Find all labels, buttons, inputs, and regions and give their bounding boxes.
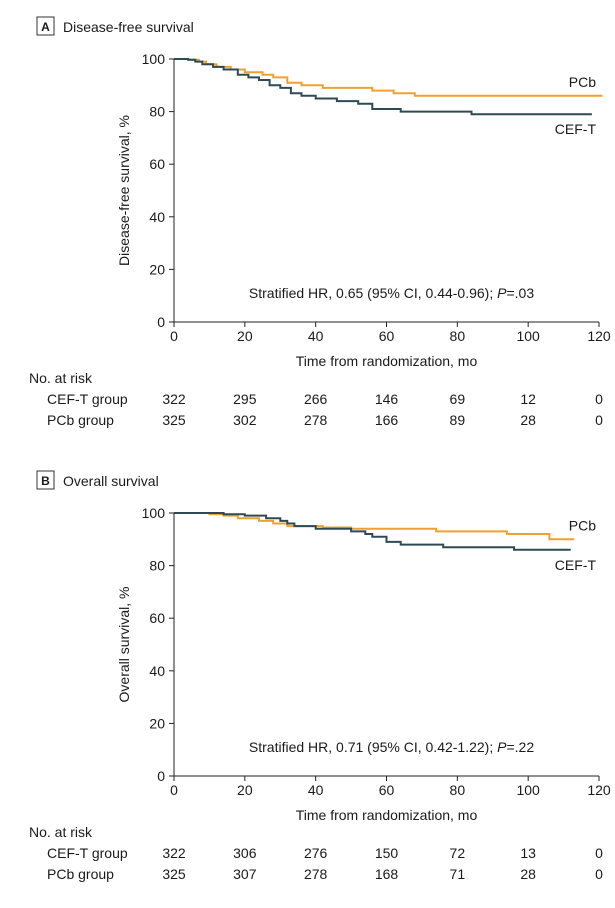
risk-value: 28 (520, 412, 536, 428)
risk-value: 307 (233, 866, 257, 882)
series-pcb-curve (174, 58, 603, 97)
risk-value: 72 (450, 845, 466, 861)
series-label-cef-t: CEF-T (555, 557, 597, 573)
risk-value: 12 (520, 391, 536, 407)
x-tick-label: 40 (308, 328, 324, 344)
panel-title: Overall survival (63, 473, 159, 489)
x-tick-label: 20 (237, 782, 253, 798)
y-tick-label: 0 (157, 768, 165, 784)
x-tick-label: 100 (516, 782, 540, 798)
panel-b: B Overall survival 0 20 40 60 80 100 0 20 40 60 80 10… (29, 470, 611, 882)
risk-value: 0 (595, 412, 603, 428)
x-axis-label: Time from randomization, mo (296, 807, 478, 823)
risk-value: 266 (304, 391, 328, 407)
panel-a: A Disease-free survival 0 20 40 60 80 100 0 20 40 6… (29, 16, 611, 428)
x-tick-label: 0 (170, 782, 178, 798)
series-cef-t-curve (174, 58, 592, 116)
x-tick-label: 40 (308, 782, 324, 798)
y-tick-label: 20 (149, 261, 165, 277)
risk-value: 89 (450, 412, 466, 428)
hazard-ratio-annotation: Stratified HR, 0.65 (95% CI, 0.44-0.96);… (249, 285, 534, 301)
series-label-pcb: PCb (569, 517, 596, 533)
series-cef-t-curve (174, 512, 571, 551)
risk-value: 302 (233, 412, 257, 428)
x-tick-label: 0 (170, 328, 178, 344)
risk-value: 278 (304, 412, 328, 428)
risk-value: 276 (304, 845, 328, 861)
risk-row-label: PCb group (47, 866, 114, 882)
risk-value: 306 (233, 845, 257, 861)
x-tick-label: 120 (587, 782, 611, 798)
risk-value: 0 (595, 866, 603, 882)
series-label-pcb: PCb (569, 74, 596, 90)
risk-value: 69 (450, 391, 466, 407)
x-tick-label: 100 (516, 328, 540, 344)
y-tick-label: 100 (142, 505, 166, 521)
panel-letter: B (41, 474, 50, 488)
risk-value: 322 (162, 391, 186, 407)
risk-value: 0 (595, 391, 603, 407)
risk-table-header: No. at risk (29, 370, 93, 386)
risk-value: 0 (595, 845, 603, 861)
risk-value: 168 (375, 866, 399, 882)
y-tick-label: 40 (149, 663, 165, 679)
hazard-ratio-annotation: Stratified HR, 0.71 (95% CI, 0.42-1.22);… (249, 739, 534, 755)
x-tick-label: 120 (587, 328, 611, 344)
panel-title: Disease-free survival (63, 19, 194, 35)
y-tick-label: 40 (149, 209, 165, 225)
y-tick-label: 100 (142, 51, 166, 67)
x-tick-label: 60 (379, 328, 395, 344)
risk-value: 278 (304, 866, 328, 882)
y-tick-label: 60 (149, 156, 165, 172)
panel-letter-box (36, 470, 55, 490)
risk-value: 28 (520, 866, 536, 882)
panel-letter: A (41, 20, 50, 34)
x-tick-label: 80 (450, 782, 466, 798)
risk-value: 166 (375, 412, 399, 428)
series-label-cef-t: CEF-T (555, 121, 597, 137)
y-tick-label: 60 (149, 610, 165, 626)
y-tick-label: 80 (149, 104, 165, 120)
risk-value: 295 (233, 391, 257, 407)
risk-value: 322 (162, 845, 186, 861)
risk-table-header: No. at risk (29, 824, 93, 840)
y-tick-label: 80 (149, 558, 165, 574)
risk-value: 325 (162, 866, 186, 882)
panel-letter-box (36, 16, 55, 36)
risk-row-label: CEF-T group (47, 391, 128, 407)
x-tick-label: 60 (379, 782, 395, 798)
risk-value: 13 (520, 845, 536, 861)
y-tick-label: 0 (157, 314, 165, 330)
x-axis-label: Time from randomization, mo (296, 353, 478, 369)
risk-value: 150 (375, 845, 399, 861)
x-tick-label: 80 (450, 328, 466, 344)
y-tick-label: 20 (149, 715, 165, 731)
risk-value: 325 (162, 412, 186, 428)
risk-value: 146 (375, 391, 399, 407)
risk-row-label: CEF-T group (47, 845, 128, 861)
y-axis-label: Disease-free survival, % (116, 115, 132, 266)
x-tick-label: 20 (237, 328, 253, 344)
series-pcb-curve (174, 512, 575, 541)
risk-value: 71 (450, 866, 466, 882)
y-axis-label: Overall survival, % (116, 587, 132, 703)
risk-row-label: PCb group (47, 412, 114, 428)
